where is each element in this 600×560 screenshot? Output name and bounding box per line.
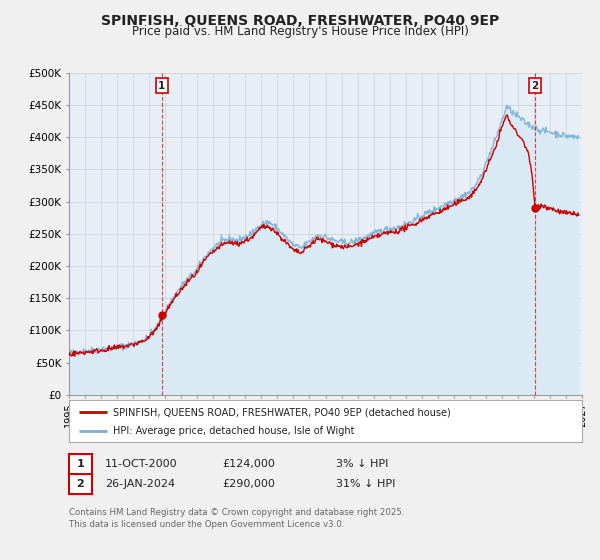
- Text: HPI: Average price, detached house, Isle of Wight: HPI: Average price, detached house, Isle…: [113, 426, 354, 436]
- Text: £290,000: £290,000: [222, 479, 275, 489]
- Text: Contains HM Land Registry data © Crown copyright and database right 2025.
This d: Contains HM Land Registry data © Crown c…: [69, 508, 404, 529]
- Text: Price paid vs. HM Land Registry's House Price Index (HPI): Price paid vs. HM Land Registry's House …: [131, 25, 469, 38]
- Text: £124,000: £124,000: [222, 459, 275, 469]
- Text: 1: 1: [158, 81, 166, 91]
- Text: 2: 2: [532, 81, 539, 91]
- Text: SPINFISH, QUEENS ROAD, FRESHWATER, PO40 9EP: SPINFISH, QUEENS ROAD, FRESHWATER, PO40 …: [101, 14, 499, 28]
- Text: 11-OCT-2000: 11-OCT-2000: [105, 459, 178, 469]
- Text: 1: 1: [77, 459, 84, 469]
- Text: 3% ↓ HPI: 3% ↓ HPI: [336, 459, 388, 469]
- Text: 31% ↓ HPI: 31% ↓ HPI: [336, 479, 395, 489]
- Text: SPINFISH, QUEENS ROAD, FRESHWATER, PO40 9EP (detached house): SPINFISH, QUEENS ROAD, FRESHWATER, PO40 …: [113, 407, 451, 417]
- Text: 26-JAN-2024: 26-JAN-2024: [105, 479, 175, 489]
- Text: 2: 2: [77, 479, 84, 489]
